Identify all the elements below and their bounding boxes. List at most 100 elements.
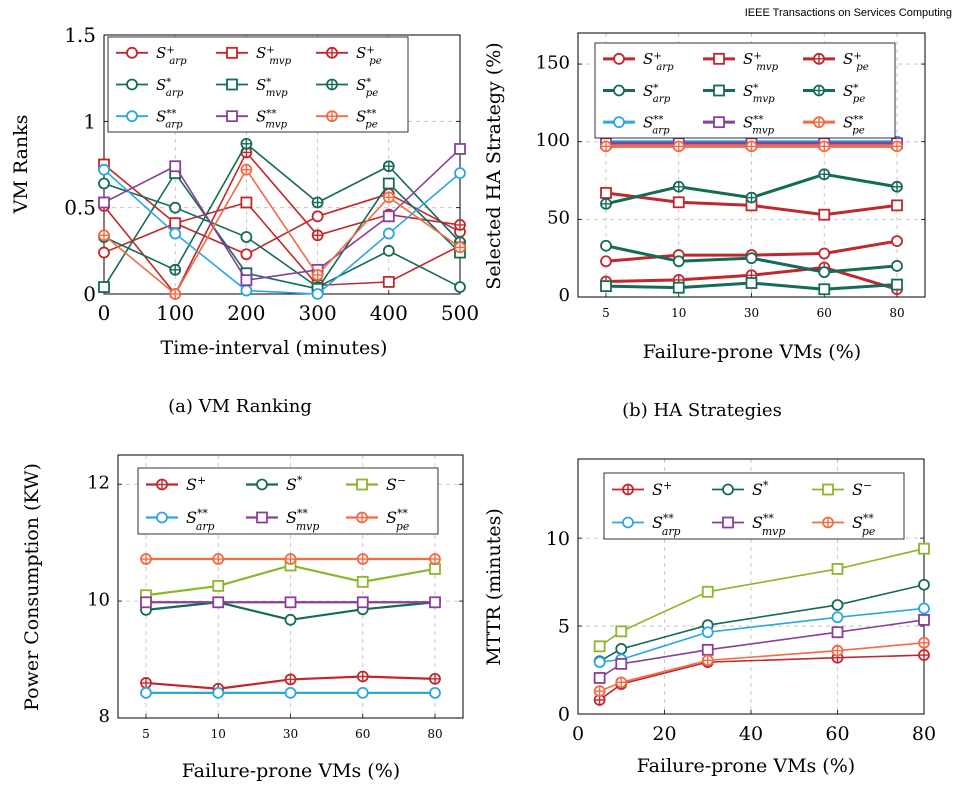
data-point <box>454 281 466 293</box>
legend-marker <box>226 46 238 59</box>
series-line <box>599 583 925 662</box>
legend-label: S** arp <box>643 113 670 135</box>
series-line <box>103 169 461 295</box>
legend-label: S− <box>386 474 406 495</box>
x-axis-label: Failure-prone VMs (%) <box>182 760 400 782</box>
legend-label: S** arp <box>186 507 215 533</box>
legend-label: S* arp <box>643 82 671 105</box>
legend-item: S* <box>712 479 769 499</box>
series-S- <box>593 542 930 653</box>
chart-b: 0 50 100 150 5 10 30 60 80 S+ arp S+ mvp S+ pe S* arp S* m… <box>483 32 926 421</box>
legend-item: S* mvp <box>216 76 288 98</box>
legend-label: S** mvp <box>752 512 785 538</box>
y-tick-label: 0.5 <box>64 196 96 220</box>
x-tick-label: 30 <box>283 727 298 741</box>
legend-label: S** pe <box>852 512 875 538</box>
legend-item: S* arp <box>116 76 184 98</box>
legend-label: S** mvp <box>256 107 288 129</box>
legend-label: S* <box>286 474 303 495</box>
legend-marker <box>226 78 238 91</box>
legend-item: S+ <box>612 479 672 500</box>
legend-marker <box>613 84 625 97</box>
data-point <box>672 255 685 268</box>
x-tick-label: 5 <box>602 306 610 320</box>
x-tick-label: 60 <box>355 727 370 741</box>
series-line <box>599 619 925 679</box>
legend-marker <box>722 516 734 529</box>
data-point <box>98 163 110 176</box>
legend-item: S* pe <box>316 76 378 98</box>
legend-item: S** pe <box>812 512 875 538</box>
data-point <box>169 201 182 214</box>
data-point <box>593 640 606 653</box>
legend-label: S+ <box>652 479 672 500</box>
series-S**mvp <box>593 614 930 684</box>
legend-item: S+ mvp <box>703 50 779 73</box>
x-tick-label: 300 <box>299 301 337 325</box>
data-point <box>240 284 253 297</box>
data-point <box>831 611 844 624</box>
legend-item: S+ <box>146 474 206 495</box>
x-tick-label: 0 <box>572 723 584 745</box>
y-tick-label: 8 <box>99 706 110 727</box>
data-point <box>454 167 466 180</box>
legend-marker <box>126 110 138 123</box>
legend-marker <box>613 52 625 65</box>
data-point <box>818 283 831 296</box>
series-S**arp <box>98 163 466 300</box>
legend-item: S* <box>246 474 303 495</box>
series-S*pe <box>600 168 903 210</box>
data-point <box>382 276 395 288</box>
legend-label: S* mvp <box>743 82 775 105</box>
x-axis-label: Failure-prone VMs (%) <box>637 755 855 777</box>
data-point <box>615 625 628 638</box>
series-S**arp <box>593 602 930 669</box>
legend-marker <box>126 78 138 91</box>
chart-a: 0 0.5 1 1.5 0 100 200 300 400 500 S+ arp S+ mvp S+ pe S*… <box>10 23 479 417</box>
data-point <box>918 542 930 555</box>
series-S- <box>140 559 441 602</box>
legend-item: S* arp <box>603 82 671 105</box>
legend-label: S+ arp <box>156 44 187 66</box>
y-tick-label: 0 <box>83 282 96 306</box>
data-point <box>382 210 395 223</box>
legend-label: S** pe <box>386 507 409 533</box>
legend-item: S** arp <box>116 107 183 130</box>
legend-marker <box>356 478 368 491</box>
legend-label: S+ pe <box>356 44 382 66</box>
series-line <box>103 192 461 256</box>
y-tick-label: 50 <box>547 208 570 229</box>
legend-label: S− <box>852 479 872 500</box>
legend-item: S** arp <box>612 512 681 538</box>
data-point <box>98 281 110 293</box>
legend-marker <box>256 511 268 524</box>
data-point <box>745 252 758 265</box>
chart-c: 8 10 12 5 10 30 60 80 S+ S* S− S** arp S** mvp S** pe Pow… <box>21 454 464 782</box>
series-line <box>599 547 925 647</box>
data-point <box>240 274 253 287</box>
data-point <box>831 626 844 639</box>
data-point <box>891 199 903 212</box>
data-point <box>600 187 612 199</box>
legend-item: S+ arp <box>603 50 674 73</box>
legend-label: S+ arp <box>643 50 674 73</box>
data-point <box>284 686 297 699</box>
x-tick-label: 10 <box>671 306 686 320</box>
x-tick-label: 100 <box>156 301 194 325</box>
legend-item: S** pe <box>346 507 409 533</box>
series-S**pe <box>98 163 466 300</box>
legend-marker <box>622 516 634 529</box>
x-tick-label: 20 <box>652 723 676 745</box>
data-point <box>429 563 441 575</box>
data-point <box>593 656 606 669</box>
data-point <box>98 246 110 259</box>
data-point <box>891 235 903 247</box>
legend-label: S+ <box>186 474 206 495</box>
x-tick-label: 80 <box>912 723 936 745</box>
legend: S+ arp S+ mvp S+ pe S* arp S* mvp S* pe S** arp S** mvp… <box>107 36 409 133</box>
data-point <box>593 672 606 684</box>
data-point <box>356 575 369 588</box>
y-tick-label: 150 <box>536 52 570 73</box>
legend-label: S** mvp <box>743 113 775 135</box>
